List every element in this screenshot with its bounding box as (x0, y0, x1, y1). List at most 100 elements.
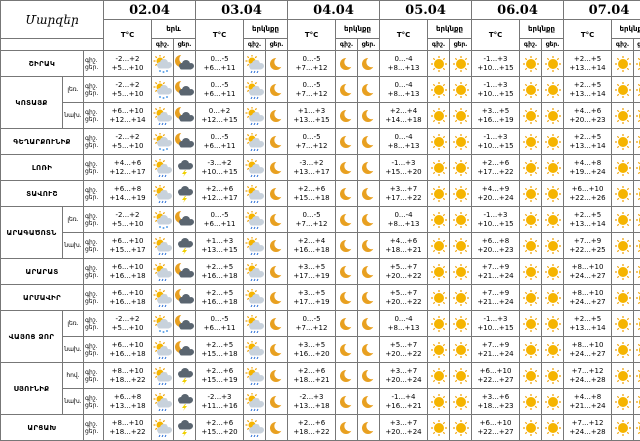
sunny-icon (428, 233, 450, 259)
night-temp: +7...+9 (472, 289, 519, 298)
night-temp: +3...+5 (288, 341, 335, 350)
moon-icon (336, 389, 358, 415)
sunny-icon (520, 129, 542, 155)
day-temp: +20...+23 (472, 246, 519, 255)
day-temp: +15...+20 (380, 168, 427, 177)
night-temp: 0...-5 (196, 81, 243, 90)
sunny-icon (428, 285, 450, 311)
temperature-cell: 0...-5+6...+11 (196, 129, 244, 155)
night-temp: +8...+10 (564, 341, 611, 350)
night-temp: +6...+10 (104, 341, 151, 350)
temperature-cell: 0...-5+6...+11 (196, 77, 244, 103)
temperature-cell: +7...+9+21...+24 (472, 259, 520, 285)
day-temp: +20...+22 (380, 298, 427, 307)
day-temp: +11...+16 (196, 402, 243, 411)
temperature-cell: +3...+5+16...+19 (472, 103, 520, 129)
temperature-cell: +2...+6+12...+17 (196, 181, 244, 207)
moon-icon (358, 103, 380, 129)
sunny-icon (634, 415, 640, 441)
day-temp: +18...+21 (380, 246, 427, 255)
sunny-icon (450, 337, 472, 363)
day-temp: +24...+27 (564, 272, 611, 281)
sunny-rain-icon (244, 259, 266, 285)
cloud-moon-icon (174, 285, 196, 311)
day-temp: +16...+20 (288, 350, 335, 359)
temperature-cell: +2...+6+18...+21 (288, 363, 336, 389)
period-label: գիշ.ցեր. (84, 389, 104, 415)
temperature-cell: +6...+10+15...+17 (104, 233, 152, 259)
night-temp: 0...-4 (380, 315, 427, 324)
sunny-icon (520, 181, 542, 207)
night-temp: -1...+3 (472, 211, 519, 220)
night-temp: +2...+6 (196, 419, 243, 428)
sunny-icon (612, 363, 634, 389)
night-temp: +2...+5 (196, 289, 243, 298)
night-temp: -2...+2 (104, 81, 151, 90)
period-label: գիշ.ցեր. (84, 103, 104, 129)
sunny-rain-icon (152, 415, 174, 441)
day-subheader: ցեր. (634, 39, 640, 51)
period-label: գիշ.ցեր. (84, 259, 104, 285)
moon-icon (336, 129, 358, 155)
cloud-moon-icon (174, 337, 196, 363)
sunny-icon (428, 103, 450, 129)
sky-header: երկնքը (336, 20, 380, 39)
temperature-cell: +1...+3+13...+15 (196, 233, 244, 259)
temperature-cell: +3...+5+17...+19 (288, 259, 336, 285)
period-label: գիշ.ցեր. (84, 181, 104, 207)
sunny-icon (542, 311, 564, 337)
cloud-storm-icon (174, 415, 196, 441)
night-temp: 0...+2 (196, 107, 243, 116)
day-temp: +21...+24 (472, 298, 519, 307)
day-temp: +24...+28 (564, 376, 611, 385)
sunny-icon (520, 233, 542, 259)
night-temp: +8...+10 (564, 263, 611, 272)
sunny-icon (520, 337, 542, 363)
night-temp: +2...+5 (196, 341, 243, 350)
sunny-icon (450, 363, 472, 389)
sunny-icon (542, 181, 564, 207)
day-temp: +20...+22 (380, 350, 427, 359)
temperature-cell: -2...+2+5...+10 (104, 129, 152, 155)
sunny-rain-icon (152, 233, 174, 259)
moon-icon (358, 207, 380, 233)
night-temp: +6...+8 (104, 393, 151, 402)
day-temp: +7...+12 (288, 142, 335, 151)
moon-icon (336, 155, 358, 181)
moon-icon (336, 181, 358, 207)
moon-icon (266, 103, 288, 129)
moon-icon (336, 233, 358, 259)
day-temp: +10...+15 (472, 324, 519, 333)
night-temp: 0...-5 (288, 133, 335, 142)
night-temp: -3...+2 (196, 159, 243, 168)
sunny-icon (634, 285, 640, 311)
temperature-cell: -1...+4+16...+21 (380, 389, 428, 415)
sunny-rain-icon (152, 181, 174, 207)
night-temp: +2...+6 (472, 159, 519, 168)
sunny-icon (428, 363, 450, 389)
night-temp: +6...+8 (472, 237, 519, 246)
sunny-icon (634, 181, 640, 207)
night-subheader: գիշ. (428, 39, 450, 51)
date-header: 02.04 (104, 1, 196, 20)
moon-icon (358, 51, 380, 77)
period-label: գիշ.ցեր. (84, 311, 104, 337)
sunny-icon (450, 129, 472, 155)
night-temp: 0...-4 (380, 211, 427, 220)
sunny-icon (520, 103, 542, 129)
sunny-icon (612, 311, 634, 337)
sunny-icon (450, 285, 472, 311)
night-temp: +6...+10 (104, 107, 151, 116)
night-temp: +2...+4 (288, 237, 335, 246)
sunny-rain-icon (152, 103, 174, 129)
night-temp: -1...+3 (472, 55, 519, 64)
night-temp: +2...+5 (564, 133, 611, 142)
moon-icon (336, 337, 358, 363)
temperature-cell: +8...+10+24...+27 (564, 337, 612, 363)
period-label: գիշ.ցեր. (84, 51, 104, 77)
day-temp: +8...+13 (380, 64, 427, 73)
region-name: ԿՈՏԱՅՔ (1, 77, 63, 129)
